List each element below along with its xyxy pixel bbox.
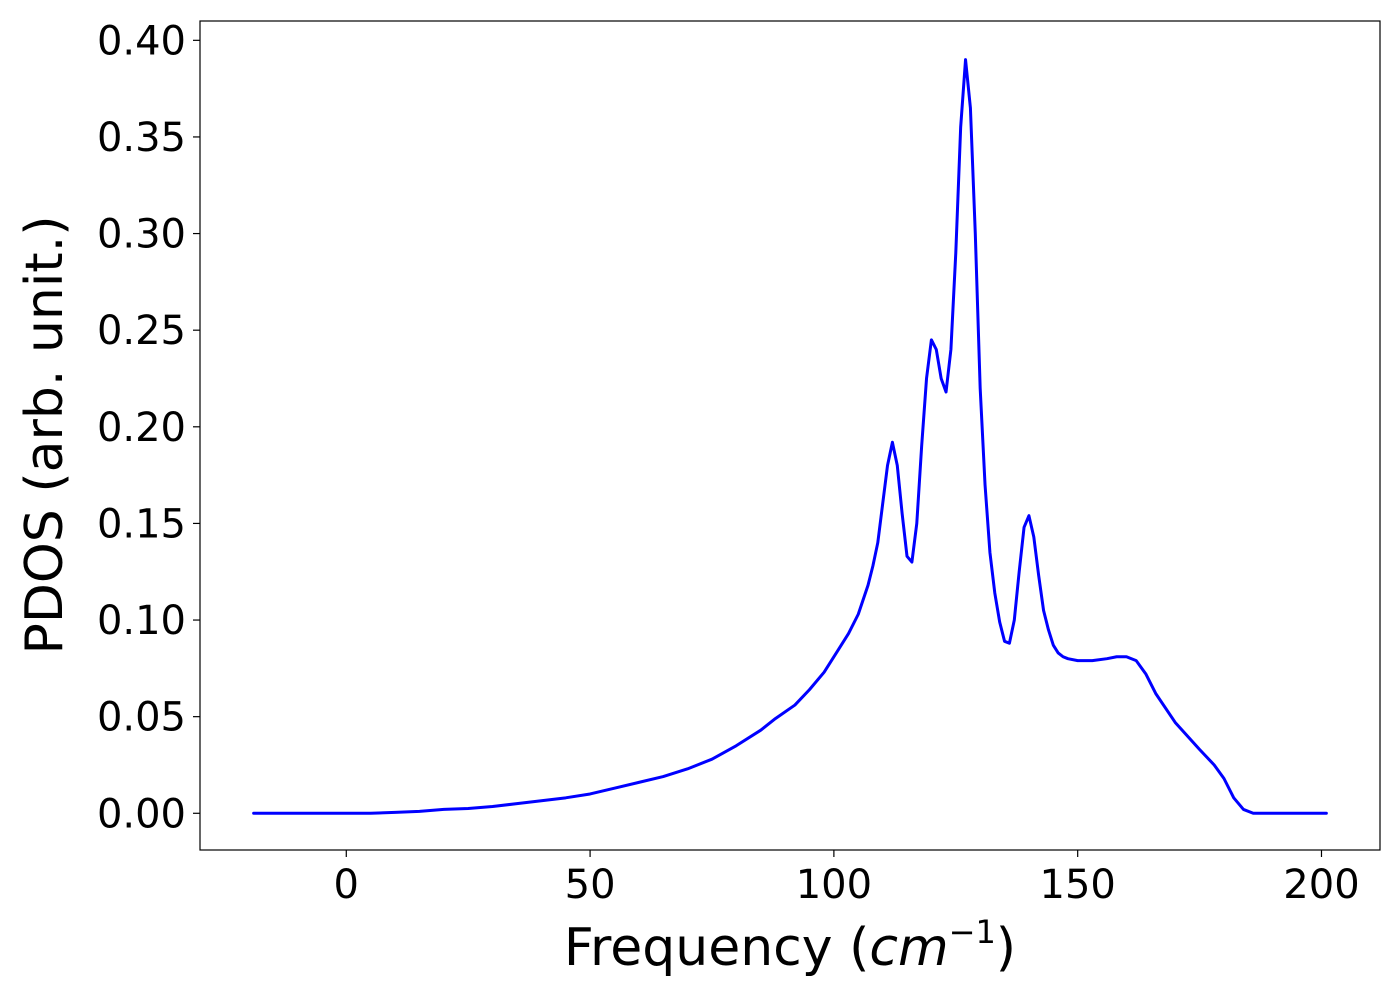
y-tick-label: 0.25 <box>97 308 186 354</box>
y-tick-label: 0.40 <box>97 18 186 64</box>
series-line-0 <box>252 58 1328 815</box>
x-tick-label: 150 <box>1040 862 1116 908</box>
x-axis-unit-base: cm <box>869 918 948 978</box>
plot-area <box>200 21 1380 850</box>
y-tick-label: 0.30 <box>97 212 186 258</box>
y-tick-label: 0.20 <box>97 405 186 451</box>
y-axis-ticks: 0.00 0.05 0.10 0.15 0.20 0.25 0.30 0.35 0.40 <box>97 18 200 837</box>
x-axis-unit-exponent: −1 <box>949 913 996 951</box>
axes-border <box>199 20 1381 851</box>
y-tick-label: 0.05 <box>97 695 186 741</box>
x-axis-label: Frequency (cm−1) <box>564 913 1016 978</box>
y-tick-label: 0.00 <box>97 791 186 837</box>
x-tick-label: 100 <box>796 862 872 908</box>
axes-frame <box>199 20 1381 851</box>
series-group <box>252 58 1328 815</box>
x-tick-label: 0 <box>334 862 359 908</box>
x-axis-ticks: 0 50 100 150 200 <box>334 850 1360 908</box>
x-tick-label: 50 <box>565 862 616 908</box>
y-axis-label: PDOS (arb. unit.) <box>15 215 75 654</box>
y-tick-label: 0.10 <box>97 598 186 644</box>
y-tick-label: 0.15 <box>97 501 186 547</box>
x-tick-label: 200 <box>1283 862 1359 908</box>
y-tick-label: 0.35 <box>97 115 186 161</box>
plot-background <box>200 21 1380 850</box>
x-axis-label-text: Frequency <box>564 918 833 978</box>
